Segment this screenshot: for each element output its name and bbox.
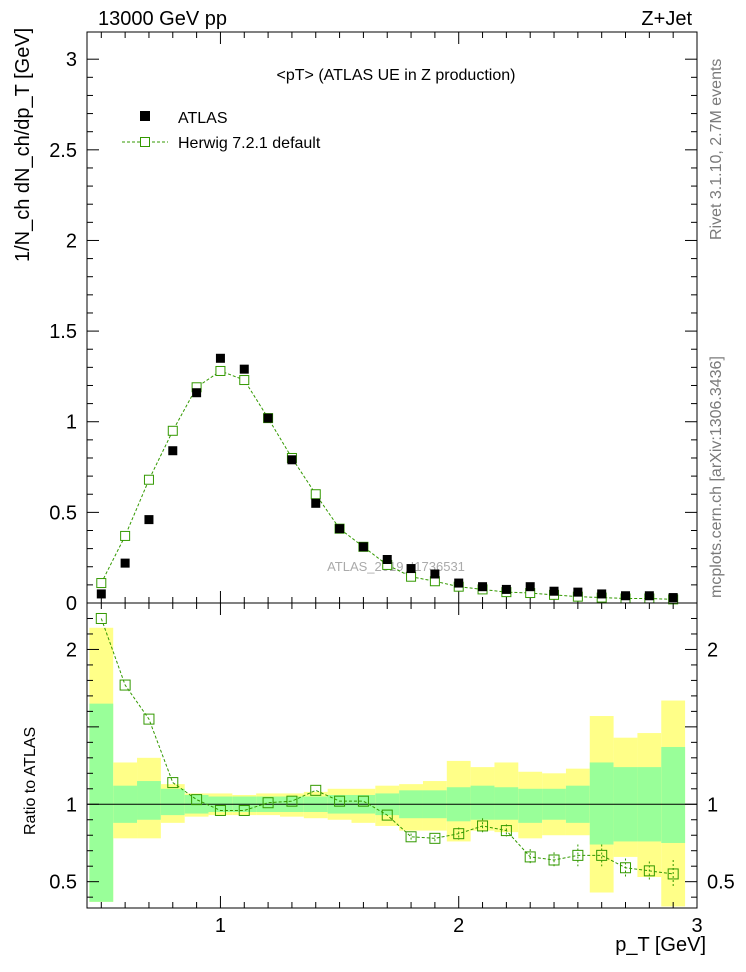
y-tick-label: 2: [66, 639, 77, 661]
ratio-point: [334, 795, 346, 807]
stat-uncertainty-band: [470, 785, 495, 820]
ratio-point: [95, 612, 107, 624]
ratio-point: [214, 804, 226, 816]
ratio-point: [405, 831, 417, 843]
data-point: [406, 564, 416, 574]
ratio-point: [429, 832, 441, 844]
stat-uncertainty-band: [494, 787, 519, 820]
ratio-line: [100, 618, 674, 875]
data-point: [311, 498, 321, 508]
stat-uncertainty-band: [137, 781, 161, 820]
header-right: Z+Jet: [641, 8, 692, 30]
y-tick-label: 1.5: [49, 321, 77, 343]
data-point: [192, 388, 202, 398]
ratio-point: [238, 804, 250, 816]
mc-point: [406, 571, 417, 582]
ratio-point: [596, 849, 608, 861]
data-point: [144, 515, 154, 525]
main-plot: 0 0.5 1 1.5 2 2.5 3 <pT> (ATLAS UE in Z product…: [49, 31, 698, 615]
data-point: [287, 455, 297, 465]
legend-marker-mc: [140, 137, 150, 147]
ratio-point: [167, 777, 179, 789]
ratio-point: [143, 713, 155, 725]
y-tick-label: 0.5: [49, 502, 77, 524]
data-point: [239, 364, 249, 374]
ratio-point: [500, 825, 512, 837]
data-point: [335, 524, 345, 534]
legend-label-data: ATLAS: [178, 110, 228, 127]
stat-uncertainty-band: [589, 762, 614, 845]
data-point: [525, 582, 535, 592]
y-tick-label: 0.5: [49, 872, 77, 894]
data-point: [501, 584, 511, 594]
data-point: [120, 558, 130, 568]
stat-uncertainty-band: [661, 746, 686, 843]
ratio-point: [643, 865, 655, 877]
data-point: [168, 446, 178, 456]
y-tick-label-right: 1: [707, 794, 718, 816]
x-tick-label: 1: [215, 915, 226, 937]
data-point: [549, 586, 559, 596]
ratio-point: [620, 862, 632, 874]
chart-title: <pT> (ATLAS UE in Z production): [277, 67, 516, 84]
stat-uncertainty-band: [89, 703, 114, 902]
data-point: [430, 569, 440, 579]
header-left: 13000 GeV pp: [98, 8, 227, 30]
y-tick-label: 2.5: [49, 140, 77, 162]
x-tick-label: 3: [691, 915, 702, 937]
mc-point: [239, 375, 250, 386]
y-tick-label: 3: [66, 49, 77, 71]
ratio-point: [119, 679, 131, 691]
ratio-point: [548, 854, 560, 866]
mc-point: [120, 530, 131, 541]
ratio-point: [381, 809, 393, 821]
x-axis-label: p_T [GeV]: [615, 934, 706, 956]
ratio-point: [191, 794, 203, 806]
ratio-point: [453, 828, 465, 840]
y-tick-label: 0: [66, 593, 77, 615]
data-point: [621, 591, 631, 601]
y-tick-label-right: 2: [707, 639, 718, 661]
data-point: [644, 591, 654, 601]
legend-marker-data: [140, 111, 150, 121]
ratio-point: [286, 795, 298, 807]
ratio-point: [667, 868, 679, 880]
data-point: [382, 554, 392, 564]
data-point: [478, 582, 488, 592]
ratio-point: [477, 820, 489, 832]
data-point: [96, 589, 106, 599]
data-point: [454, 578, 464, 588]
data-point: [215, 353, 225, 363]
mc-point: [215, 365, 226, 376]
ratio-frame: [86, 602, 698, 909]
y-tick-label: 1: [66, 794, 77, 816]
y-tick-label: 2: [66, 230, 77, 252]
ratio-point: [310, 784, 322, 796]
legend-label-mc: Herwig 7.2.1 default: [178, 135, 321, 152]
y-tick-label: 1: [66, 412, 77, 434]
data-point: [597, 589, 607, 599]
ratio-point: [524, 851, 536, 863]
x-tick-label: 2: [453, 915, 464, 937]
stat-uncertainty-band: [518, 788, 543, 823]
mc-point: [143, 474, 154, 485]
y-tick-label-right: 0.5: [707, 872, 735, 894]
data-point: [263, 413, 273, 423]
mc-point: [310, 489, 321, 500]
stat-uncertainty-band: [160, 788, 185, 816]
data-point: [668, 593, 678, 603]
data-point: [358, 542, 368, 552]
ratio-point: [262, 797, 274, 809]
data-point: [573, 587, 583, 597]
ratio-point: [357, 795, 369, 807]
mc-point: [96, 578, 107, 589]
mc-point: [167, 425, 178, 436]
watermark: ATLAS_2019_I1736531: [327, 559, 465, 574]
ratio-point: [572, 849, 584, 861]
ratio-plot: 1 2 30.5 0.51 12 2: [49, 602, 735, 937]
